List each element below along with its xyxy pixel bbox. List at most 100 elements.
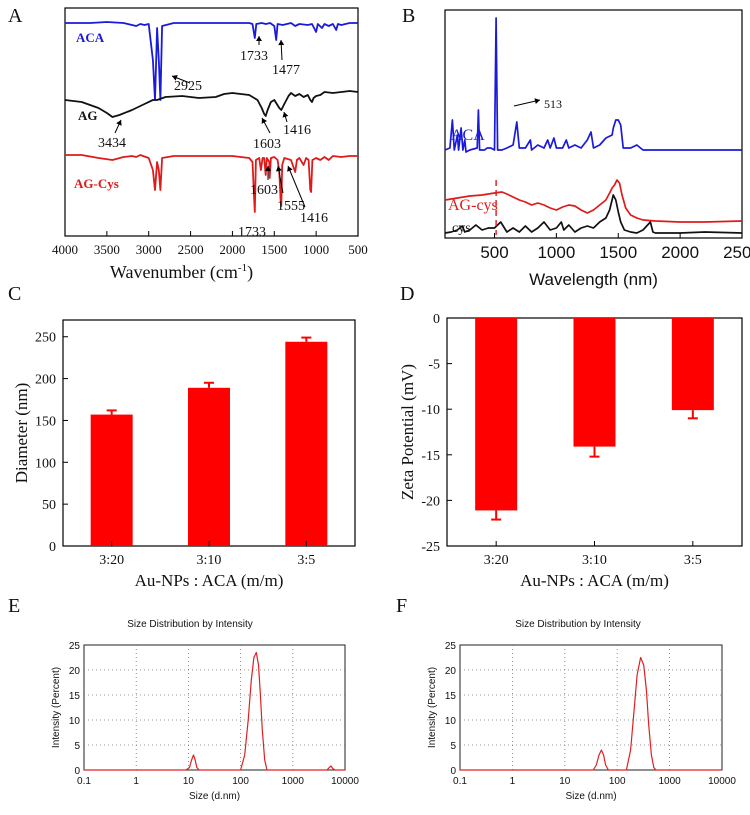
panel-c-bar <box>285 341 328 546</box>
panel-c-xtick-label: 3:10 <box>197 553 222 568</box>
panel-a-ann-3434: 3434 <box>98 136 126 151</box>
panel-b-frame <box>444 9 743 239</box>
panel-b-label-cys: cys <box>452 221 471 236</box>
panel-d-ytick-label: -25 <box>421 540 440 555</box>
panel-d-xtick-label: 3:10 <box>582 553 607 568</box>
panel-f-ytick-label: 0 <box>450 766 456 777</box>
panel-a-letter: A <box>8 5 23 27</box>
panel-a-xtick-label: 3000 <box>136 242 162 257</box>
panel-a-arrow-1416b-line <box>287 165 306 208</box>
panel-a-xunit-close: ) <box>247 262 253 283</box>
panel-f-ylabel: Intensity (Percent) <box>427 667 438 748</box>
panel-d-xtick-label: 3:5 <box>684 553 702 568</box>
panel-e-xtick-label: 0.1 <box>77 776 91 787</box>
panel-a-ann-1733b: 1733 <box>238 225 266 240</box>
panel-c-ytick-label: 150 <box>35 414 56 429</box>
panel-f-ytick-label: 5 <box>450 741 456 752</box>
panel-a-ann-1603a: 1603 <box>253 137 281 152</box>
panel-d-xlabel: Au-NPs : ACA (m/m) <box>520 571 669 590</box>
panel-b-xtick-label: 500 <box>480 243 508 262</box>
panel-a-xtick-label: 1500 <box>261 242 287 257</box>
panel-a-ann-1603b: 1603 <box>250 183 278 198</box>
panel-d-bar <box>573 318 616 447</box>
panel-b-series-cys <box>444 194 743 234</box>
panel-a-arrow-1603b-head <box>265 166 271 171</box>
panel-b-series-AG-cys <box>444 179 743 223</box>
panel-e-xtick-label: 100 <box>232 776 249 787</box>
panel-a-label-aca: ACA <box>76 30 105 45</box>
panel-a-ann-1733: 1733 <box>240 49 268 64</box>
panel-d-ytick-label: -10 <box>421 403 440 418</box>
panel-d-bar <box>671 318 714 411</box>
panel-f-xtick-label: 10 <box>559 776 571 787</box>
panel-a-arrow-1733-head <box>256 36 262 41</box>
panel-b-xtick-label: 2000 <box>661 243 699 262</box>
panel-c-xtick-label: 3:20 <box>99 553 124 568</box>
panel-a-arrow-1416b-head <box>287 166 293 172</box>
panel-a-arrow-1477-head <box>278 40 285 46</box>
panel-a-series-AG-Cys <box>65 154 358 213</box>
panel-a-label-ag: AG <box>78 108 98 123</box>
panel-f-xlabel: Size (d.nm) <box>565 791 616 802</box>
panel-d-xtick-label: 3:20 <box>484 553 509 568</box>
panel-c-bar <box>90 414 133 546</box>
panel-d-ytick-label: -20 <box>421 494 440 509</box>
panel-b-xtick-label: 1500 <box>599 243 637 262</box>
panel-f-xtick-label: 10000 <box>708 776 736 787</box>
panel-c-xlabel: Au-NPs : ACA (m/m) <box>135 571 284 590</box>
panel-e-letter: E <box>8 595 20 617</box>
panel-c-ytick-label: 50 <box>42 498 56 513</box>
panel-a-arrow-2925-head <box>172 75 178 81</box>
panel-a-xtick-label: 2500 <box>178 242 204 257</box>
panel-f-series-distribution <box>460 656 722 771</box>
panel-b-xtick-label: 2500 <box>723 243 750 262</box>
panel-a-arrow-1603a-head <box>261 118 267 124</box>
panel-a-xtick-label: 1000 <box>303 242 329 257</box>
panel-f-ytick-label: 20 <box>445 666 457 677</box>
panel-e-ylabel: Intensity (Percent) <box>51 667 62 748</box>
panel-c-ytick-label: 0 <box>49 540 56 555</box>
panel-a-series-ACA <box>65 21 358 101</box>
panel-f-xtick-label: 1 <box>510 776 516 787</box>
panel-f-title: Size Distribution by Intensity <box>515 619 641 630</box>
panel-a-ann-2925: 2925 <box>174 79 202 94</box>
panel-c-ytick-label: 250 <box>35 331 56 346</box>
panel-d-letter: D <box>400 283 414 305</box>
panel-f-ytick-label: 15 <box>445 691 457 702</box>
panel-a-ann-1416a: 1416 <box>283 123 311 138</box>
panel-e-ytick-label: 5 <box>74 741 80 752</box>
panel-d-bar <box>475 318 518 511</box>
panel-d-ytick-label: -5 <box>428 358 440 373</box>
panel-a-ann-1555: 1555 <box>277 199 305 214</box>
panel-d-ylabel: Zeta Potential (mV) <box>398 364 417 500</box>
panel-e-xtick-label: 1 <box>133 776 139 787</box>
panel-f-ytick-label: 10 <box>445 716 457 727</box>
panel-a-ann-1477: 1477 <box>272 63 300 78</box>
panel-a-xtick-label: 500 <box>348 242 368 257</box>
panel-e-xtick-label: 1000 <box>282 776 305 787</box>
panel-b-xlabel: Wavelength (nm) <box>529 270 658 289</box>
panel-a-frame <box>64 7 359 237</box>
panel-a-xunit-sup: -1 <box>238 262 247 274</box>
panel-e-ytick-label: 25 <box>69 641 81 652</box>
panel-a-series-AG <box>64 90 359 118</box>
panel-a-label-agcys: AG-Cys <box>74 176 119 191</box>
panel-b-label-aca: ACA <box>451 127 485 144</box>
panel-a-xtick-label: 3500 <box>94 242 120 257</box>
panel-e-xtick-label: 10 <box>183 776 195 787</box>
panel-d-ytick-label: -15 <box>421 449 440 464</box>
panel-a-xtick-label: 2000 <box>219 242 245 257</box>
panel-e-xtick-label: 10000 <box>331 776 359 787</box>
panel-a-arrow-3434-head <box>116 120 122 126</box>
panel-b-letter: B <box>402 5 415 27</box>
panel-e-ytick-label: 20 <box>69 666 81 677</box>
panel-e-xlabel: Size (d.nm) <box>189 791 240 802</box>
panel-e-ytick-label: 0 <box>74 766 80 777</box>
panel-b-label-agcys: AG-cys <box>448 197 498 214</box>
panel-f-xtick-label: 0.1 <box>453 776 467 787</box>
panel-b-ann-513: 513 <box>544 97 562 111</box>
panel-a-arrow-1555-head <box>275 166 282 172</box>
panel-f-xtick-label: 100 <box>609 776 626 787</box>
panel-c-xtick-label: 3:5 <box>297 553 315 568</box>
